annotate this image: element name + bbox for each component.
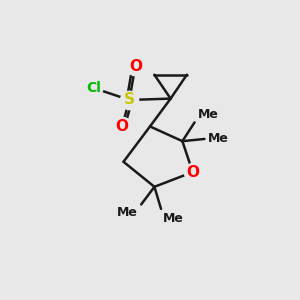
Text: Me: Me: [207, 133, 228, 146]
Text: Cl: Cl: [87, 81, 101, 95]
Text: Me: Me: [117, 206, 138, 219]
Text: O: O: [186, 165, 199, 180]
Text: O: O: [129, 58, 142, 74]
Text: S: S: [124, 92, 135, 107]
Text: Me: Me: [197, 108, 218, 121]
Text: O: O: [116, 119, 128, 134]
Text: Me: Me: [163, 212, 183, 225]
